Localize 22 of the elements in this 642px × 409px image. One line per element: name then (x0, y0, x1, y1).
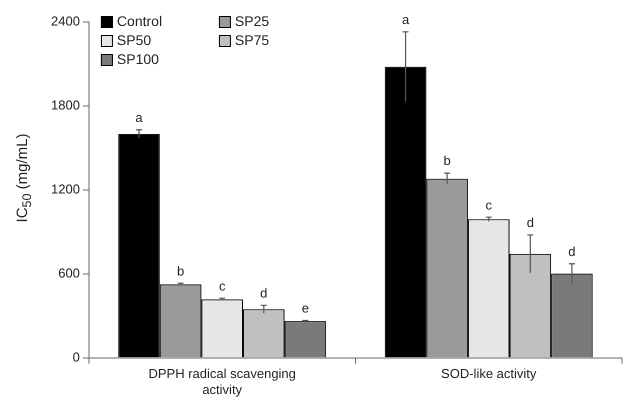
data-label: a (402, 12, 410, 27)
data-label: d (260, 285, 268, 300)
data-label: c (485, 197, 492, 212)
legend-label: Control (116, 12, 162, 29)
data-label: d (526, 215, 534, 230)
y-tick-label: 1800 (51, 98, 80, 113)
data-label: b (444, 153, 451, 168)
y-tick-label: 0 (72, 349, 80, 364)
legend-label: SP25 (234, 12, 270, 29)
data-label: a (135, 110, 144, 125)
legend-label: SP75 (234, 32, 270, 48)
data-label: d (568, 244, 576, 259)
data-label: b (176, 263, 184, 278)
data-label: c (218, 278, 226, 294)
y-tick-label: 1200 (51, 181, 80, 196)
data-label: e (302, 300, 309, 316)
x-tick-label: SOD-like activity (441, 366, 537, 382)
legend-label: SP100 (116, 50, 160, 67)
legend-label: SP50 (116, 32, 152, 48)
x-tick-label: DPPH radical scavenging activity (148, 366, 296, 397)
y-tick-label: 600 (58, 265, 80, 280)
y-tick-label: 2400 (51, 14, 80, 29)
